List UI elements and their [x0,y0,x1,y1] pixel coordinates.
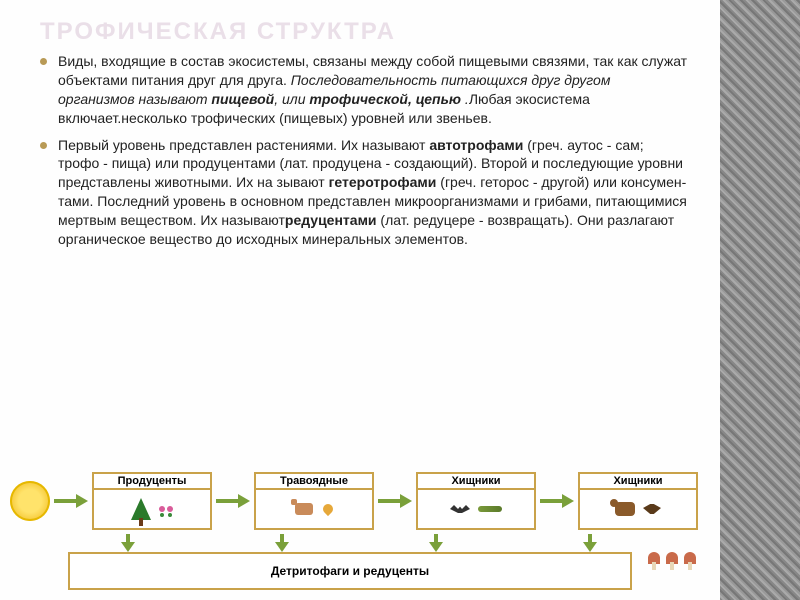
box-label: Продуценты [94,474,210,488]
down-arrows-row [68,534,632,552]
arrow-icon [54,495,88,507]
box-label: Хищники [418,474,534,488]
bullet-list: Виды, входящие в состав экосистемы, связ… [40,52,688,249]
box-predators-1: Хищники [416,472,536,530]
box-label: Хищники [580,474,696,488]
down-arrow-icon [584,534,596,552]
trophic-row: Продуценты Травоядные Хищники Хищники [10,472,710,530]
bullet-1: Виды, входящие в состав экосистемы, связ… [40,52,688,128]
bullet-2: Первый уровень представлен растениями. И… [40,136,688,249]
p1: Виды, входящие в состав экосистемы, связ… [58,53,687,126]
predators2-pic [580,488,696,528]
box-decomposers: Детритофаги и редуценты [68,552,632,590]
box-producers: Продуценты [92,472,212,530]
down-arrow-icon [430,534,442,552]
producers-pic [94,488,210,528]
slide-sidebar-texture [720,0,800,600]
arrow-icon [540,495,574,507]
p2: Первый уровень представлен растениями. И… [58,137,687,247]
arrow-icon [378,495,412,507]
box-herbivores: Травоядные [254,472,374,530]
slide: ТРОФИЧЕСКАЯ СТРУКТРА Виды, входящие в со… [0,0,720,600]
mushroom-icon [644,552,700,567]
predators1-pic [418,488,534,528]
slide-title: ТРОФИЧЕСКАЯ СТРУКТРА [40,18,688,46]
arrow-icon [216,495,250,507]
box-predators-2: Хищники [578,472,698,530]
food-chain-diagram: Продуценты Травоядные Хищники Хищники [10,472,710,590]
sun-icon [10,481,50,521]
herbivores-pic [256,488,372,528]
down-arrow-icon [276,534,288,552]
box-label: Травоядные [256,474,372,488]
decomposers-label: Детритофаги и редуценты [271,564,429,578]
down-arrow-icon [122,534,134,552]
